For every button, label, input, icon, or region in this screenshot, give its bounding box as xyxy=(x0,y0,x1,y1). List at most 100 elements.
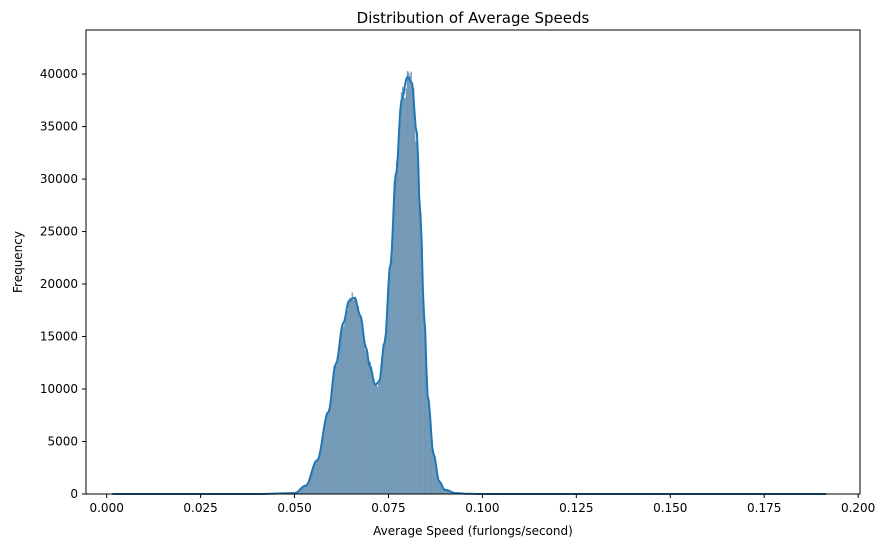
histogram-bar xyxy=(361,324,362,494)
histogram-bar xyxy=(358,306,359,494)
histogram-bar xyxy=(426,382,427,494)
histogram-bar xyxy=(384,339,385,494)
histogram-bar xyxy=(335,365,336,494)
histogram-bar xyxy=(396,162,397,494)
y-tick-label: 0 xyxy=(70,487,78,501)
histogram-bar xyxy=(397,152,398,494)
histogram-bar xyxy=(401,92,402,494)
histogram-bar xyxy=(329,411,330,494)
histogram-bar xyxy=(332,381,333,494)
histogram-bar xyxy=(355,300,356,494)
x-tick-label: 0.150 xyxy=(653,501,687,515)
histogram-bar xyxy=(364,338,365,494)
histogram-bar xyxy=(415,141,416,494)
histogram-bar xyxy=(325,420,326,494)
histogram-bar xyxy=(395,176,396,494)
histogram-bar xyxy=(388,294,389,494)
histogram-bar xyxy=(344,319,345,494)
histogram-bar xyxy=(417,146,418,494)
kde-curve xyxy=(112,77,826,494)
x-tick-label: 0.200 xyxy=(841,501,875,515)
histogram-bar xyxy=(368,362,369,494)
histogram-bar xyxy=(391,250,392,494)
histogram-bar xyxy=(328,413,329,494)
x-tick-label: 0.100 xyxy=(465,501,499,515)
histogram-bar xyxy=(346,317,347,494)
histogram-bar xyxy=(314,462,315,494)
histogram-bar xyxy=(341,328,342,494)
histogram-bar xyxy=(408,73,409,494)
histogram-bar xyxy=(409,76,410,494)
histogram-bar xyxy=(372,373,373,494)
histogram-bar xyxy=(305,486,306,494)
histogram-bar xyxy=(330,405,331,494)
y-tick-label: 25000 xyxy=(40,225,78,239)
histogram-bar xyxy=(316,460,317,494)
histogram-bar xyxy=(342,328,343,494)
x-tick-label: 0.050 xyxy=(277,501,311,515)
histogram-bar xyxy=(354,299,355,494)
histogram-bar xyxy=(423,305,424,494)
histogram-bar xyxy=(334,366,335,494)
histogram-bars xyxy=(280,71,476,494)
histogram-bar xyxy=(411,72,412,494)
histogram-bar xyxy=(427,398,428,494)
y-tick-label: 20000 xyxy=(40,277,78,291)
histogram-bar xyxy=(374,384,375,494)
histogram-bar xyxy=(402,87,403,494)
histogram-bar xyxy=(390,263,391,494)
y-tick-label: 15000 xyxy=(40,330,78,344)
y-tick-label: 5000 xyxy=(47,435,78,449)
histogram-bar xyxy=(405,98,406,494)
histogram-bar xyxy=(403,99,404,494)
histogram-bar xyxy=(367,355,368,494)
histogram-bar xyxy=(324,425,325,494)
histogram-bar xyxy=(348,302,349,494)
x-tick-label: 0.000 xyxy=(89,501,123,515)
histogram-bar xyxy=(385,336,386,494)
histogram-bar xyxy=(432,452,433,494)
histogram-bar xyxy=(370,362,371,494)
histogram-bar xyxy=(356,305,357,494)
histogram-bar xyxy=(400,119,401,494)
x-axis: 0.000 0.025 0.050 0.075 0.100 0.125 0.150 0.175… xyxy=(89,494,875,515)
histogram-bar xyxy=(337,356,338,494)
histogram-bar xyxy=(379,381,380,494)
histogram-bar xyxy=(362,334,363,494)
histogram-bar xyxy=(377,387,378,494)
x-tick-label: 0.025 xyxy=(183,501,217,515)
histogram-bar xyxy=(399,131,400,494)
y-tick-label: 30000 xyxy=(40,172,78,186)
histogram-bar xyxy=(381,373,382,494)
histogram-bar xyxy=(418,179,419,494)
histogram-bar xyxy=(353,300,354,494)
histogram-bar xyxy=(373,380,374,494)
histogram-bar xyxy=(365,350,366,494)
histogram-bar xyxy=(414,125,415,494)
histogram-bar xyxy=(350,298,351,494)
histogram-bar xyxy=(438,481,439,494)
histogram-bar xyxy=(336,365,337,494)
histogram-bar xyxy=(326,412,327,494)
histogram-bar xyxy=(322,441,323,494)
histogram-bar xyxy=(383,344,384,494)
histogram-bar xyxy=(359,315,360,494)
histogram-bar xyxy=(349,298,350,494)
histogram-bar xyxy=(393,228,394,494)
histogram-bar xyxy=(318,459,319,494)
histogram-bar xyxy=(376,384,377,494)
histogram-bar xyxy=(317,461,318,494)
histogram-bar xyxy=(343,326,344,494)
histogram-bar xyxy=(360,317,361,494)
x-tick-label: 0.075 xyxy=(371,501,405,515)
chart-title: Distribution of Average Speeds xyxy=(357,9,590,27)
plot-frame xyxy=(86,30,860,494)
x-tick-label: 0.175 xyxy=(747,501,781,515)
histogram-bar xyxy=(406,89,407,494)
x-tick-label: 0.125 xyxy=(559,501,593,515)
histogram-bar xyxy=(338,349,339,494)
histogram-bar xyxy=(340,335,341,494)
histogram-bar xyxy=(366,351,367,494)
